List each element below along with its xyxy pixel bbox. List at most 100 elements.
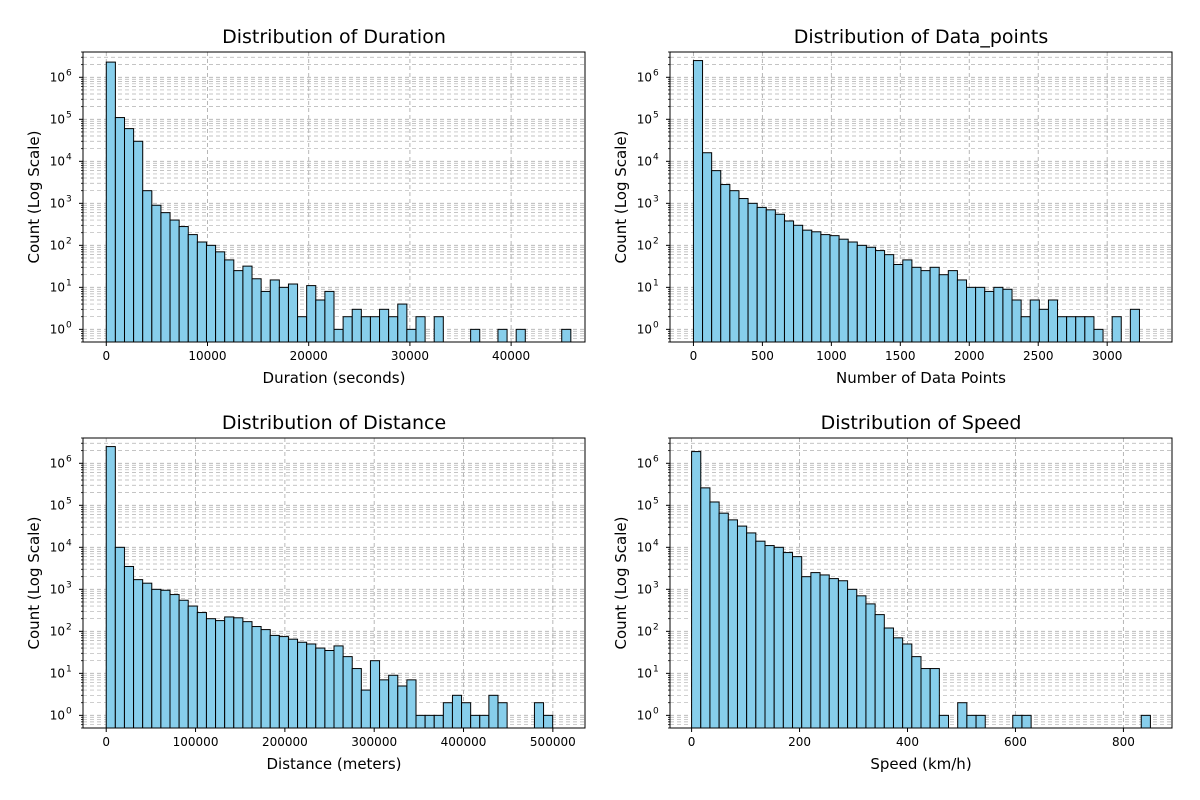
histogram-bar — [123, 128, 135, 343]
histogram-bar — [783, 220, 795, 343]
histogram-bar — [369, 660, 381, 729]
histogram-bar — [324, 649, 335, 729]
histogram-bar — [151, 588, 162, 729]
y-tick-exponent: 6 — [653, 454, 659, 464]
histogram-bar — [388, 316, 399, 343]
y-tick-exponent: 5 — [653, 496, 659, 506]
histogram-bar — [911, 266, 922, 343]
x-tick-label: 600 — [1004, 735, 1027, 749]
histogram-bar — [515, 328, 526, 343]
histogram-bar — [160, 212, 171, 343]
histogram-bar — [702, 152, 713, 343]
histogram-bar — [874, 250, 886, 343]
histogram-bar — [123, 565, 135, 729]
histogram-bar — [801, 576, 812, 729]
histogram-bar — [738, 198, 749, 343]
histogram-bar — [984, 290, 995, 343]
x-axis-label: Duration (seconds) — [263, 369, 406, 387]
histogram-bar — [865, 603, 876, 729]
histogram-bar — [920, 668, 931, 729]
x-axis-label: Number of Data Points — [836, 369, 1006, 387]
axes-frame — [82, 51, 586, 343]
y-tick-label: 10 — [637, 112, 652, 126]
x-axis-label: Speed (km/h) — [870, 755, 971, 773]
histogram-bar — [764, 545, 775, 729]
histogram-bar — [333, 328, 344, 343]
histogram-bar — [169, 594, 180, 729]
histogram-bar — [360, 689, 371, 729]
histogram-bar — [1029, 299, 1040, 343]
histogram-bar — [727, 519, 738, 729]
histogram-bar — [470, 714, 481, 729]
y-tick-exponent: 6 — [66, 454, 72, 464]
histogram-bar — [278, 286, 289, 343]
y-tick-label: 10 — [637, 280, 652, 294]
y-tick-label: 10 — [50, 624, 65, 638]
y-tick-label: 10 — [637, 624, 652, 638]
histogram-bar — [747, 202, 758, 343]
x-tick-label: 2000 — [954, 349, 985, 363]
y-axis-label: Count (Log Scale) — [25, 517, 43, 650]
y-tick-exponent: 0 — [66, 320, 72, 330]
x-tick-label: 200 — [788, 735, 811, 749]
x-tick-label: 100000 — [173, 735, 219, 749]
bars — [692, 60, 1140, 343]
x-tick-label: 0 — [102, 349, 110, 363]
chart-title: Distribution of Data_points — [794, 26, 1048, 48]
histogram-bar — [306, 643, 317, 729]
y-tick-label: 10 — [50, 196, 65, 210]
histogram-bar — [966, 286, 977, 343]
x-ticks: 0 500 1000 1500 2000 2500 3000 — [690, 342, 1122, 363]
histogram-bar — [709, 501, 720, 729]
histogram-bar — [178, 599, 189, 729]
histogram-bar — [829, 235, 840, 343]
histogram-bar — [169, 219, 180, 343]
histogram-bar — [470, 328, 481, 343]
histogram-bar — [406, 679, 417, 729]
y-tick-label: 10 — [50, 666, 65, 680]
x-tick-label: 0 — [688, 735, 696, 749]
y-tick-exponent: 2 — [653, 622, 659, 632]
y-tick-label: 10 — [637, 582, 652, 596]
y-tick-exponent: 5 — [66, 496, 72, 506]
y-tick-label: 10 — [637, 456, 652, 470]
subplot-duration: Distribution of Duration Duration (secon… — [25, 26, 586, 387]
histogram-bar — [810, 572, 821, 729]
histogram-bar — [811, 231, 822, 343]
y-tick-exponent: 4 — [66, 152, 72, 162]
histogram-bar — [893, 263, 904, 343]
histogram-bar — [278, 636, 289, 729]
y-tick-exponent: 4 — [653, 152, 659, 162]
histogram-bar — [1038, 308, 1049, 343]
histogram-bar — [1084, 316, 1095, 343]
histogram-bar — [1111, 316, 1122, 343]
histogram-bar — [306, 285, 317, 343]
y-tick-label: 10 — [637, 708, 652, 722]
chart-title: Distribution of Duration — [222, 26, 446, 48]
y-tick-label: 10 — [50, 154, 65, 168]
histogram-bar — [215, 251, 226, 343]
histogram-bar — [1075, 316, 1086, 343]
histogram-bar — [160, 589, 171, 729]
histogram-bar — [205, 618, 217, 729]
histogram-bar — [773, 546, 784, 729]
x-tick-label: 300000 — [351, 735, 397, 749]
histogram-bar — [461, 702, 472, 729]
y-tick-exponent: 4 — [653, 538, 659, 548]
y-tick-exponent: 3 — [66, 194, 72, 204]
x-tick-label: 10000 — [188, 349, 226, 363]
subplot-data-points: Distribution of Data_points Number of Da… — [612, 26, 1173, 387]
histogram-bar — [1057, 316, 1068, 343]
subplot-distance: Distribution of Distance Distance (meter… — [25, 412, 586, 773]
histogram-bar — [105, 446, 116, 729]
histogram-bar — [957, 702, 968, 729]
histogram-bar — [260, 629, 271, 729]
histogram-bar — [700, 487, 711, 729]
histogram-bar — [902, 259, 913, 343]
histogram-bar — [765, 209, 776, 343]
histogram-bar — [782, 552, 794, 729]
histogram-bar — [233, 617, 244, 729]
y-tick-label: 10 — [50, 498, 65, 512]
